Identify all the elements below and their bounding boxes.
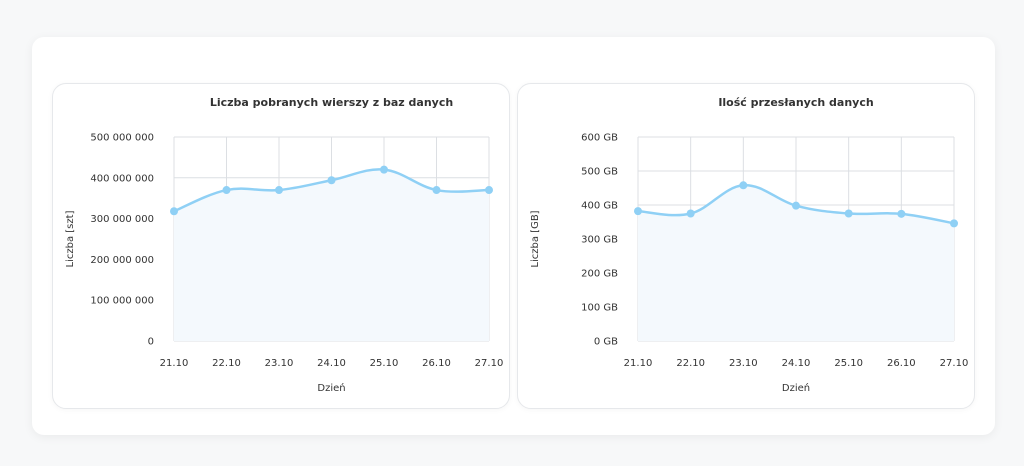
y-axis-label: Liczba [GB] <box>530 210 541 267</box>
data-point[interactable] <box>275 186 283 195</box>
chart-title: Ilość przesłanych danych <box>718 96 873 109</box>
x-axis-label: Dzień <box>782 382 810 394</box>
chart-card-rows-fetched: Liczba pobranych wierszy z baz danych 0 10… <box>52 83 510 409</box>
y-tick-label: 200 000 000 <box>90 255 154 266</box>
y-tick-label: 300 000 000 <box>90 214 154 225</box>
chart-title: Liczba pobranych wierszy z baz danych <box>210 96 453 109</box>
data-point[interactable] <box>844 209 853 218</box>
x-tick-label: 23.10 <box>265 358 294 369</box>
y-tick-label: 300 GB <box>581 235 618 246</box>
chart-card-data-transferred: Ilość przesłanych danych 0 GB 100 GB 200 GB… <box>517 83 975 409</box>
x-tick-label: 21.10 <box>624 358 653 369</box>
y-tick-label: 400 000 000 <box>90 173 154 184</box>
y-tick-label: 400 GB <box>581 201 618 212</box>
x-tick-label: 27.10 <box>475 358 504 369</box>
data-point[interactable] <box>222 186 231 195</box>
y-tick-label: 600 GB <box>581 133 618 144</box>
data-point[interactable] <box>686 209 695 218</box>
data-point[interactable] <box>170 207 178 216</box>
series-area <box>638 185 954 341</box>
x-tick-label: 24.10 <box>317 358 346 369</box>
data-point[interactable] <box>634 207 642 216</box>
y-tick-label: 100 GB <box>581 303 618 314</box>
data-point[interactable] <box>792 201 800 210</box>
x-tick-label: 26.10 <box>422 358 451 369</box>
data-point[interactable] <box>897 209 906 218</box>
y-tick-label: 0 GB <box>594 337 618 348</box>
x-tick-label: 26.10 <box>887 358 916 369</box>
data-point[interactable] <box>380 165 388 174</box>
y-axis-label: Liczba [szt] <box>65 210 76 267</box>
data-point[interactable] <box>432 186 441 195</box>
y-tick-label: 500 GB <box>581 167 618 178</box>
x-tick-label: 27.10 <box>940 358 969 369</box>
x-axis-label: Dzień <box>317 382 345 394</box>
x-tick-label: 25.10 <box>370 358 399 369</box>
chart-rows-fetched: Liczba pobranych wierszy z baz danych 0 10… <box>65 96 504 394</box>
x-tick-label: 25.10 <box>834 358 863 369</box>
y-tick-label: 100 000 000 <box>90 296 154 307</box>
x-tick-label: 24.10 <box>782 358 811 369</box>
x-tick-label: 22.10 <box>676 358 705 369</box>
data-point[interactable] <box>327 176 336 185</box>
y-tick-label: 200 GB <box>581 269 618 280</box>
data-point[interactable] <box>950 219 958 228</box>
chart-data-transferred: Ilość przesłanych danych 0 GB 100 GB 200 GB… <box>530 96 969 394</box>
series-area <box>174 169 489 341</box>
data-point[interactable] <box>739 181 748 190</box>
data-point[interactable] <box>485 186 493 195</box>
x-tick-label: 22.10 <box>212 358 241 369</box>
y-tick-label: 0 <box>148 337 154 348</box>
x-tick-label: 23.10 <box>729 358 758 369</box>
x-tick-label: 21.10 <box>160 358 189 369</box>
y-tick-label: 500 000 000 <box>90 133 154 144</box>
